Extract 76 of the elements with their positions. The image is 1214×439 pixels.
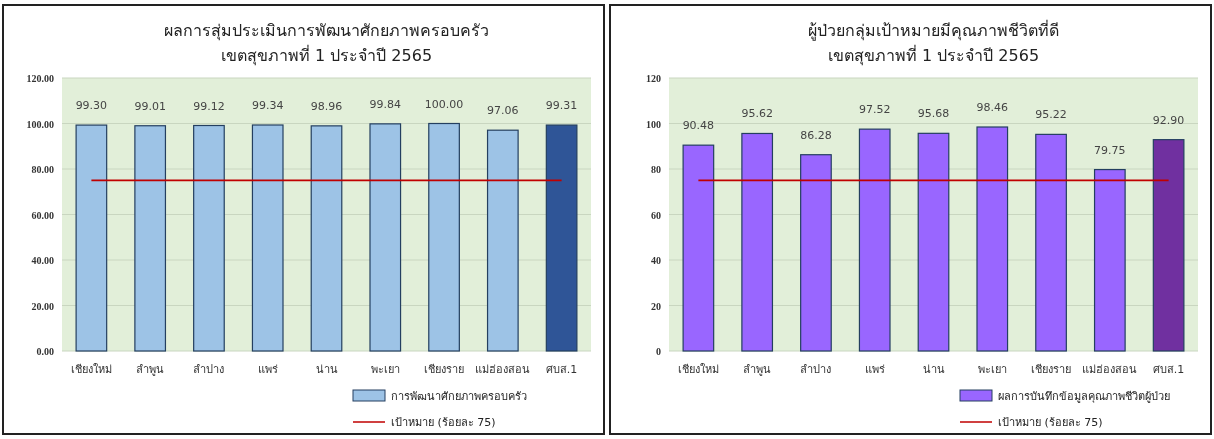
data-label: 95.68 <box>917 107 950 121</box>
x-tick-label: แม่ฮ่องสอน <box>475 363 531 376</box>
data-label: 97.06 <box>487 104 519 118</box>
bar <box>251 124 284 352</box>
bar <box>193 124 225 352</box>
y-tick-label: 120 <box>646 73 661 84</box>
bar <box>917 132 950 352</box>
chart-subtitle: เขตสุขภาพที่ 1 ประจำปี 2565 <box>827 44 1040 66</box>
bar <box>1093 168 1126 352</box>
x-tick-label: ลำพูน <box>136 363 165 376</box>
legend-label: ผลการบันทึกข้อมูลคุณภาพชีวิตผู้ป่วย <box>998 390 1170 403</box>
y-tick-label: 0 <box>656 346 661 357</box>
x-tick-label: ศบส.1 <box>545 363 578 376</box>
bar <box>134 125 167 352</box>
data-label: 99.34 <box>251 99 284 112</box>
data-label: 98.46 <box>976 101 1009 114</box>
bar <box>800 154 832 352</box>
bar <box>682 144 715 352</box>
chart-title: ผู้ป่วยกลุ่มเป้าหมายมีคุณภาพชีวิตที่ดี <box>808 19 1059 41</box>
y-tick-label: 0.00 <box>36 346 54 357</box>
y-tick-label: 100.00 <box>26 118 54 130</box>
data-label: 95.62 <box>741 107 773 121</box>
bar <box>976 126 1009 352</box>
bar <box>1152 139 1185 352</box>
data-label: 95.22 <box>1035 108 1067 122</box>
bar <box>75 124 108 352</box>
bar <box>310 125 343 352</box>
y-tick-label: 100 <box>646 118 661 130</box>
x-tick-label: ลำพูน <box>743 363 772 376</box>
data-label: 99.01 <box>134 99 166 113</box>
x-tick-label: พะเยา <box>370 363 400 376</box>
x-tick-label: เชียงราย <box>1031 363 1072 376</box>
x-tick-label: ศบส.1 <box>1152 363 1185 376</box>
y-tick-label: 20 <box>651 300 661 312</box>
x-tick-label: เชียงใหม่ <box>677 363 719 376</box>
y-tick-label: 20.00 <box>31 300 54 312</box>
data-label: 90.48 <box>682 119 715 133</box>
y-tick-label: 40 <box>651 255 661 266</box>
x-tick-label: พะเยา <box>977 363 1007 376</box>
x-tick-label: แพร่ <box>257 363 278 376</box>
data-label: 99.31 <box>545 99 578 113</box>
x-tick-label: เชียงใหม่ <box>70 363 112 376</box>
x-tick-label: น่าน <box>922 363 945 376</box>
bar <box>369 123 402 352</box>
legend-label: การพัฒนาศักยภาพครอบครัว <box>391 390 527 403</box>
x-tick-label: ลำปาง <box>193 363 225 376</box>
x-tick-label: เชียงราย <box>424 363 465 376</box>
chart-subtitle: เขตสุขภาพที่ 1 ประจำปี 2565 <box>220 44 433 66</box>
data-label: 99.12 <box>193 99 225 113</box>
legend-label: เป้าหมาย (ร้อยละ 75) <box>998 416 1103 429</box>
bar <box>1035 133 1067 352</box>
y-tick-label: 80 <box>651 164 661 175</box>
bar <box>741 132 774 352</box>
chart-title: ผลการสุ่มประเมินการพัฒนาศักยภาพครอบครัว <box>164 21 489 41</box>
data-label: 99.84 <box>369 97 402 111</box>
bar <box>428 122 460 352</box>
bar <box>858 128 891 352</box>
data-label: 92.90 <box>1152 113 1185 127</box>
x-tick-label: น่าน <box>315 363 338 376</box>
y-tick-label: 120.00 <box>26 73 54 84</box>
y-tick-label: 40.00 <box>31 255 54 266</box>
data-label: 100.00 <box>424 97 464 111</box>
data-label: 99.30 <box>75 99 108 113</box>
x-tick-label: แพร่ <box>864 363 885 376</box>
y-tick-label: 60 <box>651 209 661 221</box>
bar <box>545 124 578 352</box>
legend-label: เป้าหมาย (ร้อยละ 75) <box>391 416 496 429</box>
data-label: 98.96 <box>310 99 343 113</box>
x-tick-label: ลำปาง <box>800 363 832 376</box>
x-tick-label: แม่ฮ่องสอน <box>1082 363 1138 376</box>
data-label: 97.52 <box>858 103 891 117</box>
data-label: 79.75 <box>1094 143 1126 157</box>
data-label: 86.28 <box>800 128 832 142</box>
bar <box>486 129 519 352</box>
y-tick-label: 60.00 <box>31 209 54 221</box>
y-tick-label: 80.00 <box>31 164 54 175</box>
